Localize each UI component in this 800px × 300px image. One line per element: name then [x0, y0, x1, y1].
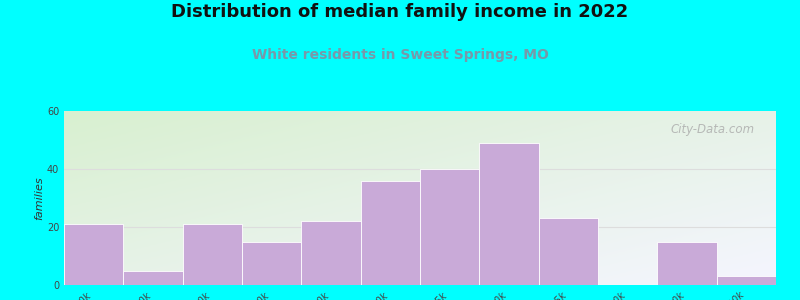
- Text: White residents in Sweet Springs, MO: White residents in Sweet Springs, MO: [251, 48, 549, 62]
- Bar: [182, 224, 242, 285]
- Bar: [302, 221, 361, 285]
- Bar: [64, 224, 123, 285]
- Bar: [538, 218, 598, 285]
- Text: Distribution of median family income in 2022: Distribution of median family income in …: [171, 3, 629, 21]
- Bar: [242, 242, 302, 285]
- Bar: [658, 242, 717, 285]
- Bar: [717, 276, 776, 285]
- Bar: [420, 169, 479, 285]
- Bar: [479, 143, 538, 285]
- Y-axis label: families: families: [34, 176, 44, 220]
- Text: City-Data.com: City-Data.com: [670, 123, 754, 136]
- Bar: [361, 181, 420, 285]
- Bar: [123, 271, 182, 285]
